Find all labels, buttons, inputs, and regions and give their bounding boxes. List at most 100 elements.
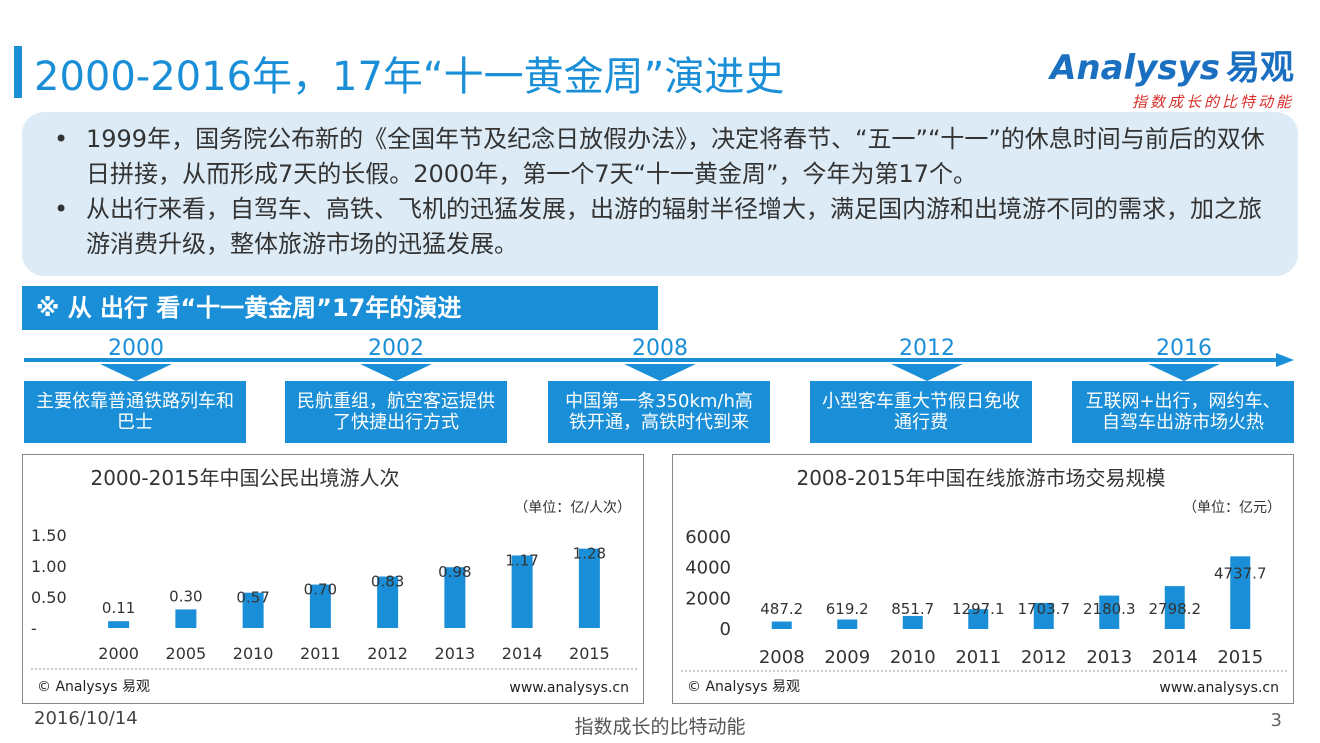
data-label: 0.70 [304, 581, 337, 599]
bar [837, 619, 858, 629]
bar [578, 548, 600, 628]
summary-list: 1999年，国务院公布新的《全国年节及纪念日放假办法》，决定将春节、“五一”“十… [52, 122, 1274, 262]
x-tick-label: 2010 [890, 647, 936, 668]
timeline-event-box: 中国第一条350km/h高铁开通，高铁时代到来 [548, 381, 770, 443]
data-label: 0.83 [371, 573, 404, 591]
timeline-event-box: 互联网+出行，网约车、自驾车出游市场火热 [1072, 381, 1294, 443]
bar [1099, 595, 1120, 629]
chart-panel-outbound-travel: 2000-2015年中国公民出境游人次 （单位：亿/人次） - 0.50 1.00 1.5… [22, 454, 644, 704]
timeline-pointer [1148, 364, 1220, 381]
footer-slogan: 指数成长的比特动能 [574, 716, 746, 738]
summary-box: 1999年，国务院公布新的《全国年节及纪念日放假办法》，决定将春节、“五一”“十… [22, 112, 1298, 276]
x-tick-label: 2005 [166, 644, 207, 663]
timeline-year: 2002 [368, 336, 424, 361]
x-tick-label: 2011 [955, 647, 1001, 668]
y-tick-label: - [31, 619, 37, 638]
section-header: ※ 从 出行 看“十一黄金周”17年的演进 [22, 286, 658, 330]
bar [968, 609, 989, 629]
data-label: 0.30 [169, 587, 202, 605]
bar [309, 584, 331, 628]
timeline-year: 2012 [899, 336, 955, 361]
timeline-pointer [891, 364, 963, 381]
bar [444, 567, 466, 628]
logo-wordmark: Analysys 易观 [1050, 40, 1294, 89]
logo-slogan: 指数成长的比特动能 [1131, 93, 1294, 111]
x-tick-label: 2012 [367, 644, 408, 663]
y-tick-label: 0 [720, 619, 731, 640]
data-label: 0.11 [102, 599, 135, 617]
outbound-travel-chart: 2000-2015年中国公民出境游人次 （单位：亿/人次） - 0.50 1.00 1.5… [31, 466, 637, 670]
bar [108, 621, 130, 628]
x-tick-label: 2014 [502, 644, 543, 663]
chart-title: 2008-2015年中国在线旅游市场交易规模 [796, 466, 1165, 490]
timeline-event-box: 小型客车重大节假日免收通行费 [810, 381, 1032, 443]
summary-bullet: 1999年，国务院公布新的《全国年节及纪念日放假办法》，决定将春节、“五一”“十… [52, 122, 1274, 192]
x-tick-label: 2008 [759, 647, 805, 668]
x-tick-label: 2010 [233, 644, 274, 663]
data-label: 851.7 [891, 600, 934, 618]
chart-copyright: © Analysys 易观 [687, 679, 800, 695]
y-tick-label: 2000 [685, 588, 731, 609]
data-label: 619.2 [826, 600, 869, 618]
chart-website: www.analysys.cn [509, 680, 629, 696]
y-tick-label: 1.50 [31, 526, 67, 545]
y-tick-label: 4000 [685, 558, 731, 579]
bar [242, 592, 264, 628]
x-tick-label: 2013 [1086, 647, 1132, 668]
timeline-event-box: 民航重组，航空客运提供了快捷出行方式 [285, 381, 507, 443]
bar [511, 555, 533, 628]
x-tick-label: 2015 [1217, 647, 1263, 668]
data-label: 1703.7 [1018, 600, 1071, 618]
timeline-pointer [100, 364, 172, 381]
x-tick-label: 2011 [300, 644, 341, 663]
data-label: 2798.2 [1149, 600, 1202, 618]
chart-panel-online-travel: 2008-2015年中国在线旅游市场交易规模 （单位：亿元） 0 2000 4000 60… [672, 454, 1294, 704]
bar [902, 615, 923, 629]
data-label: 1.17 [505, 551, 538, 569]
chart-website: www.analysys.cn [1159, 680, 1279, 696]
timeline-arrow-icon [1276, 353, 1294, 367]
chart-copyright: © Analysys 易观 [37, 679, 150, 695]
x-tick-label: 2009 [824, 647, 870, 668]
bar [1164, 586, 1185, 629]
x-tick-label: 2013 [435, 644, 476, 663]
y-tick-label: 1.00 [31, 557, 67, 576]
bar [1230, 556, 1251, 629]
y-tick-label: 6000 [685, 527, 731, 548]
online-travel-chart: 2008-2015年中国在线旅游市场交易规模 （单位：亿元） 0 2000 4000 60… [681, 466, 1287, 672]
data-label: 4737.7 [1214, 564, 1267, 582]
title-accent-bar [14, 46, 22, 98]
x-tick-label: 2015 [569, 644, 610, 663]
bar [771, 621, 792, 629]
bar [377, 576, 399, 628]
data-label: 1.28 [573, 545, 606, 563]
timeline-year: 2000 [108, 336, 164, 361]
summary-bullet: 从出行来看，自驾车、高铁、飞机的迅猛发展，出游的辐射半径增大，满足国内游和出境游… [52, 192, 1274, 262]
chart-unit-label: （单位：亿/人次） [514, 500, 631, 516]
bar [175, 609, 197, 628]
x-tick-label: 2014 [1152, 647, 1198, 668]
logo-brand-en: Analysys [1050, 48, 1220, 88]
logo-brand-cn: 易观 [1226, 48, 1294, 88]
page-number: 3 [1270, 710, 1282, 731]
chart-unit-label: （单位：亿元） [1183, 500, 1281, 516]
data-label: 0.57 [236, 589, 269, 607]
bar [1033, 602, 1054, 629]
data-label: 487.2 [760, 600, 803, 618]
x-tick-label: 2000 [98, 644, 139, 663]
footer-date: 2016/10/14 [34, 708, 138, 729]
data-label: 2180.3 [1083, 600, 1136, 618]
timeline-year: 2016 [1156, 336, 1212, 361]
analysys-logo: Analysys 易观 指数成长的比特动能 [1050, 40, 1294, 112]
timeline-event-box: 主要依靠普通铁路列车和巴士 [24, 381, 246, 443]
y-tick-label: 0.50 [31, 588, 67, 607]
timeline-axis [24, 358, 1278, 362]
timeline-year: 2008 [632, 336, 688, 361]
data-label: 1297.1 [952, 600, 1005, 618]
data-label: 0.98 [438, 563, 471, 581]
x-tick-label: 2012 [1021, 647, 1067, 668]
page-title: 2000-2016年，17年“十一黄金周”演进史 [34, 54, 785, 100]
timeline-pointer [360, 364, 432, 381]
chart-title: 2000-2015年中国公民出境游人次 [90, 466, 399, 490]
timeline-pointer [624, 364, 696, 381]
